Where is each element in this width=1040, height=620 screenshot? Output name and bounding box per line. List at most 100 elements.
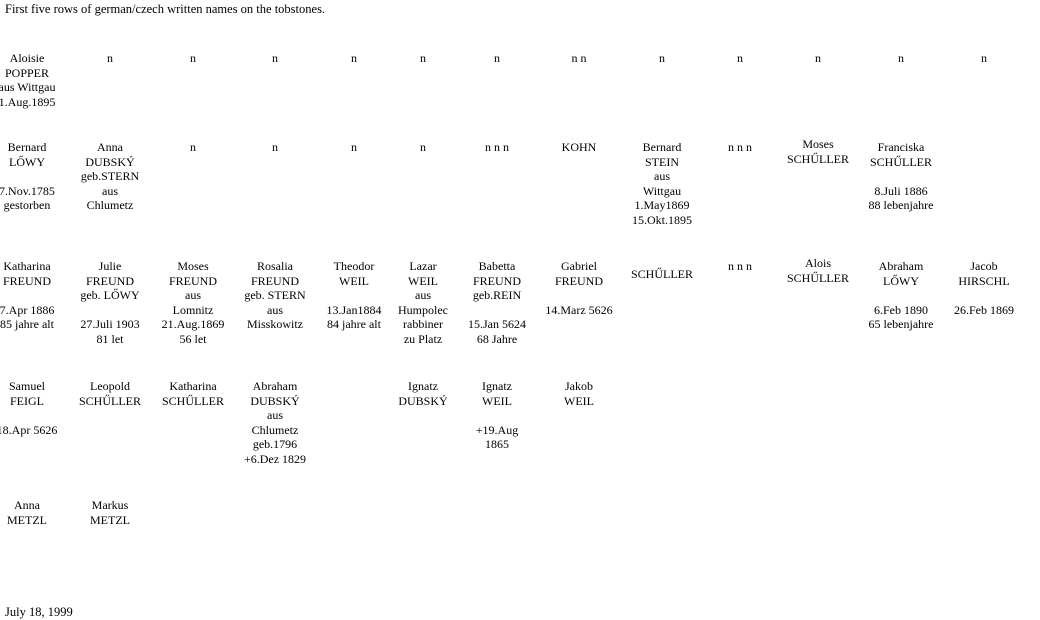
tombstone-entry: Moses FREUND aus Lomnitz 21.Aug.1869 56 let <box>150 259 236 346</box>
entry-line: SCHŰLLER <box>161 393 224 408</box>
entry-line: Wittgau <box>642 183 682 198</box>
tombstone-entry: n <box>150 140 236 155</box>
entry-line: n <box>272 51 278 65</box>
entry-line: FREUND <box>472 273 521 288</box>
entry-line: DUBSKÝ <box>250 393 300 408</box>
entry-line: +19.Aug <box>475 422 519 437</box>
entry-line: 26.Feb 1869 <box>954 302 1014 317</box>
entry-line: aus Wittgau <box>0 80 56 94</box>
entry-line: Ignatz <box>482 379 512 393</box>
entry-line: 18.Apr 5626 <box>0 422 58 437</box>
entry-line: 81 let <box>96 331 124 346</box>
tombstone-entry: n <box>150 51 236 66</box>
tombstone-entry: Jacob HIRSCHL 26.Feb 1869 <box>941 259 1027 317</box>
entry-line: SCHŰLLER <box>630 267 693 281</box>
entry-line <box>0 408 70 423</box>
entry-line: 1865 <box>485 437 509 451</box>
entry-line: geb.STERN <box>80 169 140 183</box>
entry-line: n <box>659 51 665 65</box>
entry-line: aus <box>654 169 670 183</box>
entry-line: 88 lebenjahre <box>868 198 934 212</box>
entry-line: Moses <box>802 137 834 151</box>
tombstone-entry: Franciska SCHŰLLER 8.Juli 1886 88 lebenjahr… <box>858 140 944 213</box>
entry-line: LŐWY <box>9 154 45 169</box>
entry-line: Bernard <box>642 140 682 154</box>
entry-line: n <box>737 51 743 65</box>
entry-line: FREUND <box>250 273 299 288</box>
tombstone-entry: n n n <box>697 140 783 155</box>
tombstone-entry: n <box>619 51 705 66</box>
tombstone-entry: Samuel FEIGL 18.Apr 5626 <box>0 379 70 437</box>
entry-line: FREUND <box>2 273 51 288</box>
entry-line: geb.1796 <box>252 437 298 451</box>
entry-line: n <box>272 140 278 154</box>
tombstone-entry: n <box>775 51 861 66</box>
entry-line: 56 let <box>179 331 207 346</box>
entry-line: STEIN <box>645 154 679 169</box>
entry-line: Bernard <box>7 140 47 154</box>
tombstone-entry: Aloisie POPPER aus Wittgau 1.Aug.1895 <box>0 51 70 109</box>
entry-line: 7.Nov.1785 <box>0 183 55 198</box>
entry-line: n <box>898 51 904 65</box>
entry-line: Abraham <box>878 259 924 273</box>
entry-line: aus <box>415 288 431 302</box>
tombstone-entry: n <box>380 51 466 66</box>
entry-line: 15.Okt.1895 <box>632 212 692 227</box>
tombstone-entry: Babetta FREUND geb.REIN 15.Jan 5624 68 Jahre <box>454 259 540 346</box>
entry-line: 84 jahre alt <box>327 317 381 331</box>
entry-line: n <box>420 140 426 154</box>
entry-line: n <box>190 51 196 65</box>
entry-line: FREUND <box>554 273 603 288</box>
tombstone-entry: Katharina SCHŰLLER <box>150 379 236 408</box>
entry-line: geb. LŐWY <box>80 288 140 302</box>
page-title: First five rows of german/czech written … <box>5 2 326 16</box>
entry-line: FEIGL <box>10 393 44 408</box>
tombstone-entry: n <box>858 51 944 66</box>
entry-line: +6.Dez 1829 <box>243 451 307 466</box>
page-date: July 18, 1999 <box>5 605 73 619</box>
entry-line: WEIL <box>408 273 438 288</box>
entry-line: SCHŰLLER <box>786 151 849 166</box>
entry-line: n <box>107 51 113 65</box>
tombstone-entry: n <box>941 51 1027 66</box>
entry-line: 8.Juli 1886 <box>874 183 928 198</box>
tombstone-entry: Ignatz DUBSKÝ <box>380 379 466 408</box>
tombstone-entry: Markus METZL <box>67 498 153 527</box>
entry-line: 85 jahre alt <box>0 317 54 331</box>
entry-line: n <box>494 51 500 65</box>
tombstone-entry: KOHN <box>536 140 622 155</box>
entry-line: Lomnitz <box>172 302 214 317</box>
entry-line: METZL <box>90 512 130 527</box>
tombstone-entry: n <box>380 140 466 155</box>
entry-line: SCHŰLLER <box>78 393 141 408</box>
entry-line: METZL <box>7 512 47 527</box>
entry-line: rabbiner <box>403 317 443 331</box>
tombstone-entry: n n n <box>454 140 540 155</box>
entry-line: 1.May1869 <box>634 198 690 212</box>
tombstone-entry: n <box>311 51 397 66</box>
entry-line: aus <box>267 408 283 422</box>
entry-line: Moses <box>177 259 209 273</box>
entry-line: Chlumetz <box>251 422 299 437</box>
entry-line <box>0 288 70 303</box>
entry-line: Babetta <box>478 259 516 273</box>
tombstone-entry: Abraham LŐWY 6.Feb 1890 65 lebenjahre <box>858 259 944 332</box>
entry-line <box>454 408 540 423</box>
tombstone-entry: Ignatz WEIL +19.Aug 1865 <box>454 379 540 452</box>
entry-line: zu Platz <box>403 331 443 346</box>
entry-line: Katharina <box>3 259 51 273</box>
entry-line: 15.Jan 5624 <box>468 317 526 331</box>
tombstone-entry: Lazar WEIL aus Humpolec rabbiner zu Platz <box>380 259 466 346</box>
tombstone-entry: n <box>232 51 318 66</box>
entry-line: WEIL <box>339 273 369 288</box>
tombstone-entry: Katharina FREUND 7.Apr 1886 85 jahre alt <box>0 259 70 332</box>
entry-line: n <box>351 140 357 154</box>
entry-line: aus <box>267 302 283 317</box>
entry-line <box>536 288 622 303</box>
entry-line: 27.Juli 1903 <box>80 317 140 331</box>
entry-line: POPPER <box>4 65 50 80</box>
entry-line: n n <box>571 51 587 65</box>
entry-line: Samuel <box>9 379 45 393</box>
entry-line: 6.Feb 1890 <box>874 302 928 317</box>
entry-line: Julie <box>98 259 122 273</box>
